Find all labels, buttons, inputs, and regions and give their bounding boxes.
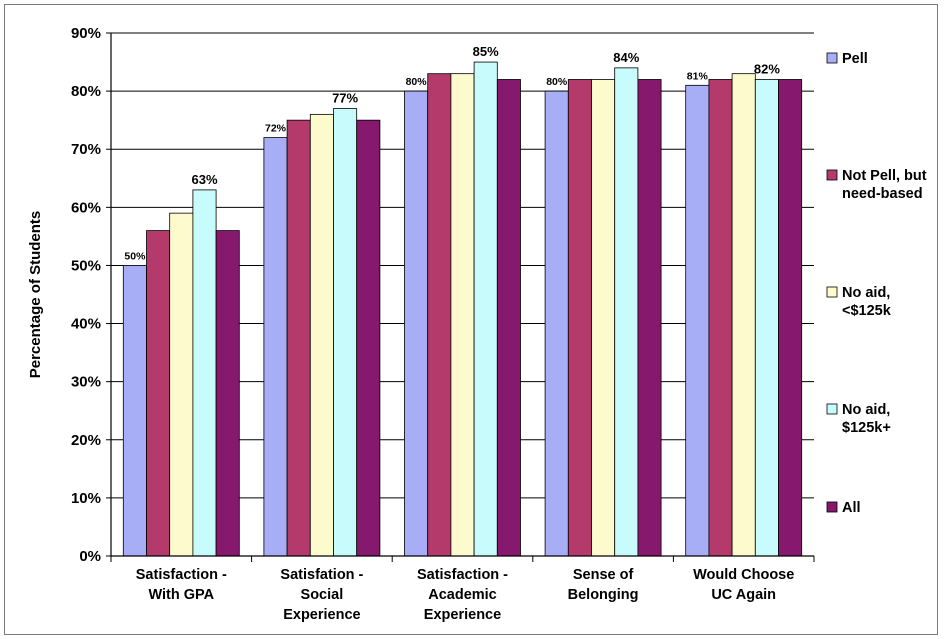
- y-tick-label: 30%: [71, 374, 101, 391]
- legend-swatch: [826, 403, 838, 415]
- legend-label: <$125k: [842, 303, 892, 319]
- legend-swatch: [826, 52, 838, 64]
- bar: [685, 84, 710, 557]
- legend-label: $125k+: [842, 420, 891, 436]
- x-category-label: Satisfaction -: [417, 567, 508, 583]
- y-tick-label: 60%: [71, 199, 101, 216]
- legend-label: No aid,: [842, 402, 890, 418]
- legend-label: Not Pell, but: [842, 168, 927, 184]
- bar: [544, 90, 569, 557]
- bar: [731, 73, 756, 557]
- bar: [427, 73, 452, 557]
- bar: [169, 212, 194, 557]
- y-tick-label: 0%: [79, 548, 101, 565]
- bar: [215, 230, 240, 557]
- x-category-label: Experience: [424, 607, 501, 623]
- data-label: 80%: [546, 76, 568, 88]
- y-tick-label: 80%: [71, 83, 101, 100]
- legend-label: No aid,: [842, 285, 890, 301]
- bar: [637, 79, 662, 557]
- data-label: 50%: [124, 250, 146, 262]
- bar: [309, 113, 334, 557]
- x-category-label: Satisfaction -: [136, 567, 227, 583]
- bar: [614, 67, 639, 557]
- x-category-label: Would Choose: [693, 567, 794, 583]
- bar: [450, 73, 475, 557]
- x-category-label: Satisfation -: [280, 567, 363, 583]
- bar: [356, 119, 381, 557]
- legend-swatch: [826, 169, 838, 181]
- x-category-label: Belonging: [568, 587, 639, 603]
- x-category-label: UC Again: [711, 587, 776, 603]
- y-axis-title: Percentage of Students: [27, 211, 44, 379]
- bar: [473, 61, 498, 557]
- x-category-label: Sense of: [573, 567, 634, 583]
- legend-swatch: [826, 286, 838, 298]
- bar: [122, 265, 147, 557]
- bar: [263, 137, 288, 557]
- bar: [754, 79, 779, 557]
- x-category-label: Social: [301, 587, 344, 603]
- bar: [778, 79, 803, 557]
- y-tick-label: 10%: [71, 490, 101, 507]
- data-label: 81%: [687, 70, 709, 82]
- y-tick-label: 90%: [71, 25, 101, 42]
- data-label: 80%: [406, 76, 428, 88]
- x-category-label: Academic: [428, 587, 497, 603]
- x-category-label: With GPA: [148, 587, 214, 603]
- data-label: 77%: [332, 91, 358, 106]
- y-tick-label: 70%: [71, 141, 101, 158]
- x-category-label: Experience: [283, 607, 360, 623]
- bar: [591, 79, 616, 557]
- y-tick-label: 20%: [71, 432, 101, 449]
- data-label: 82%: [754, 61, 780, 76]
- data-label: 84%: [613, 50, 639, 65]
- bar: [708, 79, 733, 557]
- data-label: 63%: [191, 172, 217, 187]
- legend-swatch: [826, 501, 838, 513]
- bar: [496, 79, 521, 557]
- bar: [146, 230, 171, 557]
- legend-label: All: [842, 500, 861, 516]
- bar: [333, 108, 358, 557]
- legend-label: need-based: [842, 186, 923, 202]
- data-label: 85%: [473, 44, 499, 59]
- y-tick-label: 50%: [71, 257, 101, 274]
- bar: [567, 79, 592, 557]
- data-label: 72%: [265, 123, 287, 135]
- bar: [286, 119, 311, 557]
- y-tick-label: 40%: [71, 316, 101, 333]
- bar: [404, 90, 429, 557]
- bar: [192, 189, 217, 557]
- legend-label: Pell: [842, 51, 868, 67]
